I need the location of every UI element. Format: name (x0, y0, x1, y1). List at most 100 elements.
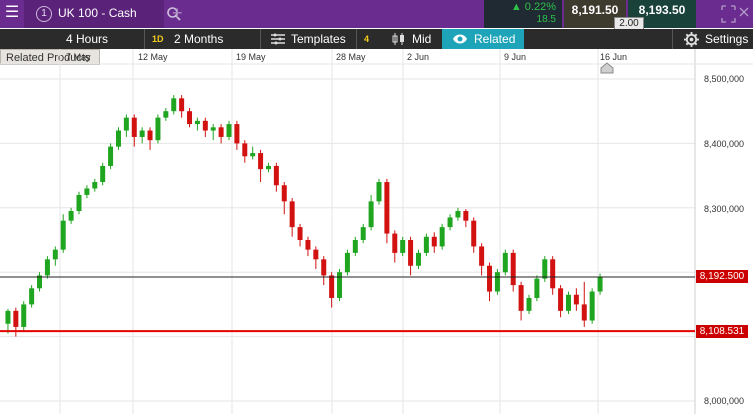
x-label-7-may: 7 May (66, 52, 91, 62)
sell-price: 8,191.50 (571, 3, 619, 17)
candle-body (550, 259, 556, 289)
candle-body (597, 277, 603, 292)
candle-body (115, 130, 121, 147)
candle-body (573, 294, 579, 305)
templates-icon (271, 33, 285, 45)
y-label-8400: 8,400,000 (704, 139, 745, 149)
x-label-12-may: 12 May (138, 52, 168, 62)
candle-body (447, 217, 453, 228)
change-value: 18.5 (536, 14, 556, 25)
top-bar: ☰ 1 UK 100 - Cash + ▲ 0.22% 18.5 8,191.5… (0, 0, 753, 30)
candle-body (368, 201, 374, 228)
chart-toolbar: 4 Hours 1D 2 Months Templates 4 Mid Rela… (0, 29, 753, 65)
candle-body (431, 236, 437, 247)
candle-body (52, 249, 58, 260)
window-icons[interactable] (700, 0, 753, 28)
scroll-marker-icon[interactable] (600, 62, 614, 74)
x-label-16-jun: 16 Jun (600, 52, 628, 62)
candle-body (92, 182, 98, 189)
candle-body (155, 117, 161, 141)
candle-body (100, 165, 106, 183)
instrument-selector[interactable]: 1 UK 100 - Cash (24, 0, 181, 28)
add-icon[interactable]: + (172, 3, 183, 23)
candle-body (415, 252, 421, 266)
instrument-number-badge: 1 (36, 6, 52, 22)
candle-body (234, 124, 240, 144)
candle-body (352, 240, 358, 253)
candle-body (123, 117, 129, 131)
y-label-8300: 8,300,000 (704, 204, 745, 214)
candle-body (337, 272, 343, 298)
interval-tag[interactable]: 1D (152, 34, 164, 44)
candle-body (171, 98, 177, 112)
candle-body (400, 240, 406, 253)
candle-body (108, 146, 114, 166)
candle-body (44, 259, 50, 276)
candle-body (218, 127, 224, 137)
candle-body (542, 259, 548, 279)
related-products-tooltip: Related Products (0, 49, 100, 65)
buy-price: 8,193.50 (638, 3, 686, 17)
templates-button[interactable]: Templates (291, 32, 346, 46)
support-price-tag: 8,108.531 (696, 325, 748, 338)
candle-body (423, 236, 429, 253)
candle-body (265, 165, 271, 170)
candle-body (392, 233, 398, 253)
candle-body (147, 130, 153, 141)
range-dropdown[interactable]: 2 Months (174, 32, 224, 46)
candle-body (558, 288, 564, 311)
candle-body (187, 111, 193, 125)
candle-body (526, 297, 532, 311)
y-label-8000: 8,000,000 (704, 396, 745, 406)
candle-body (179, 98, 185, 112)
gear-icon (684, 32, 699, 47)
templates-count: 4 (364, 34, 370, 44)
candle-body (297, 227, 303, 240)
candle-body (273, 165, 279, 186)
candle-body (258, 153, 264, 170)
candle-body (305, 240, 311, 250)
candle-body (329, 275, 335, 298)
candle-body (534, 278, 540, 298)
change-percent: ▲ 0.22% (510, 1, 556, 13)
price-chart[interactable] (0, 49, 753, 414)
candle-body (84, 188, 90, 195)
candle-body (471, 220, 477, 247)
candle-body (5, 310, 11, 324)
candle-body (384, 182, 390, 234)
candle-body (321, 259, 327, 276)
candle-body (250, 153, 256, 157)
current-price-tag: 8,192.500 (696, 270, 748, 283)
x-label-2-jun: 2 Jun (407, 52, 430, 62)
related-button[interactable]: Related (442, 29, 524, 49)
eye-icon (453, 34, 467, 44)
candle-body (226, 124, 232, 137)
search-icon[interactable] (166, 6, 182, 22)
x-label-9-jun: 9 Jun (504, 52, 527, 62)
candle-body (502, 252, 508, 273)
candle-body (479, 246, 485, 266)
candle-body (68, 211, 74, 221)
candle-body (242, 143, 248, 157)
related-label: Related (474, 32, 516, 46)
y-label-8500: 8,500,000 (704, 74, 745, 84)
x-label-28-may: 28 May (336, 52, 366, 62)
hamburger-icon[interactable]: ☰ (4, 4, 20, 21)
candle-body (139, 130, 145, 137)
candle-body (589, 291, 595, 321)
candle-body (281, 185, 287, 202)
candle-body (21, 304, 27, 327)
candle-body (463, 211, 469, 221)
candle-body (210, 127, 216, 131)
candle-body (29, 288, 35, 305)
candle-body (313, 249, 319, 260)
timeframe-4hours[interactable]: 4 Hours (66, 32, 109, 46)
candle-body (360, 227, 366, 240)
candle-body (565, 294, 571, 311)
candle-body (60, 220, 66, 250)
x-label-19-may: 19 May (236, 52, 266, 62)
settings-button[interactable]: Settings (705, 32, 749, 46)
candle-body (344, 252, 350, 273)
candle-body (408, 240, 414, 266)
mid-button[interactable]: Mid (412, 32, 432, 46)
